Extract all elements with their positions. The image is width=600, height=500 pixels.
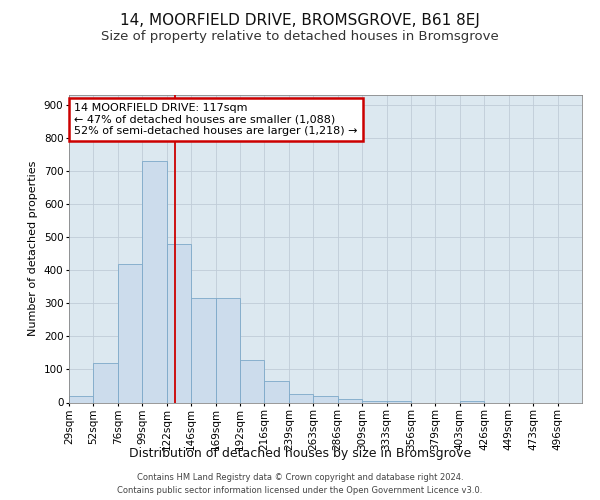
Bar bbox=[265, 381, 289, 402]
Bar bbox=[118, 264, 142, 402]
Bar bbox=[313, 396, 338, 402]
Bar bbox=[289, 394, 313, 402]
Bar bbox=[94, 363, 118, 403]
Bar bbox=[167, 244, 191, 402]
Text: Contains HM Land Registry data © Crown copyright and database right 2024.
Contai: Contains HM Land Registry data © Crown c… bbox=[118, 474, 482, 495]
Text: Size of property relative to detached houses in Bromsgrove: Size of property relative to detached ho… bbox=[101, 30, 499, 43]
Text: 14 MOORFIELD DRIVE: 117sqm
← 47% of detached houses are smaller (1,088)
52% of s: 14 MOORFIELD DRIVE: 117sqm ← 47% of deta… bbox=[74, 102, 358, 136]
Bar bbox=[240, 360, 265, 403]
Bar bbox=[386, 401, 411, 402]
Bar bbox=[69, 396, 94, 402]
Text: Distribution of detached houses by size in Bromsgrove: Distribution of detached houses by size … bbox=[129, 448, 471, 460]
Bar bbox=[460, 401, 484, 402]
Bar bbox=[191, 298, 215, 403]
Bar bbox=[215, 298, 240, 403]
Y-axis label: Number of detached properties: Number of detached properties bbox=[28, 161, 38, 336]
Bar bbox=[362, 401, 386, 402]
Bar bbox=[142, 161, 167, 402]
Text: 14, MOORFIELD DRIVE, BROMSGROVE, B61 8EJ: 14, MOORFIELD DRIVE, BROMSGROVE, B61 8EJ bbox=[120, 12, 480, 28]
Bar bbox=[338, 399, 362, 402]
